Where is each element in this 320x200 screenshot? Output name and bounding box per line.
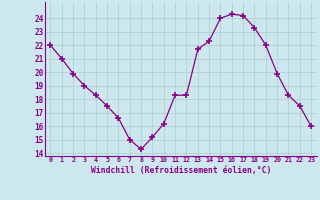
X-axis label: Windchill (Refroidissement éolien,°C): Windchill (Refroidissement éolien,°C) — [91, 166, 271, 175]
